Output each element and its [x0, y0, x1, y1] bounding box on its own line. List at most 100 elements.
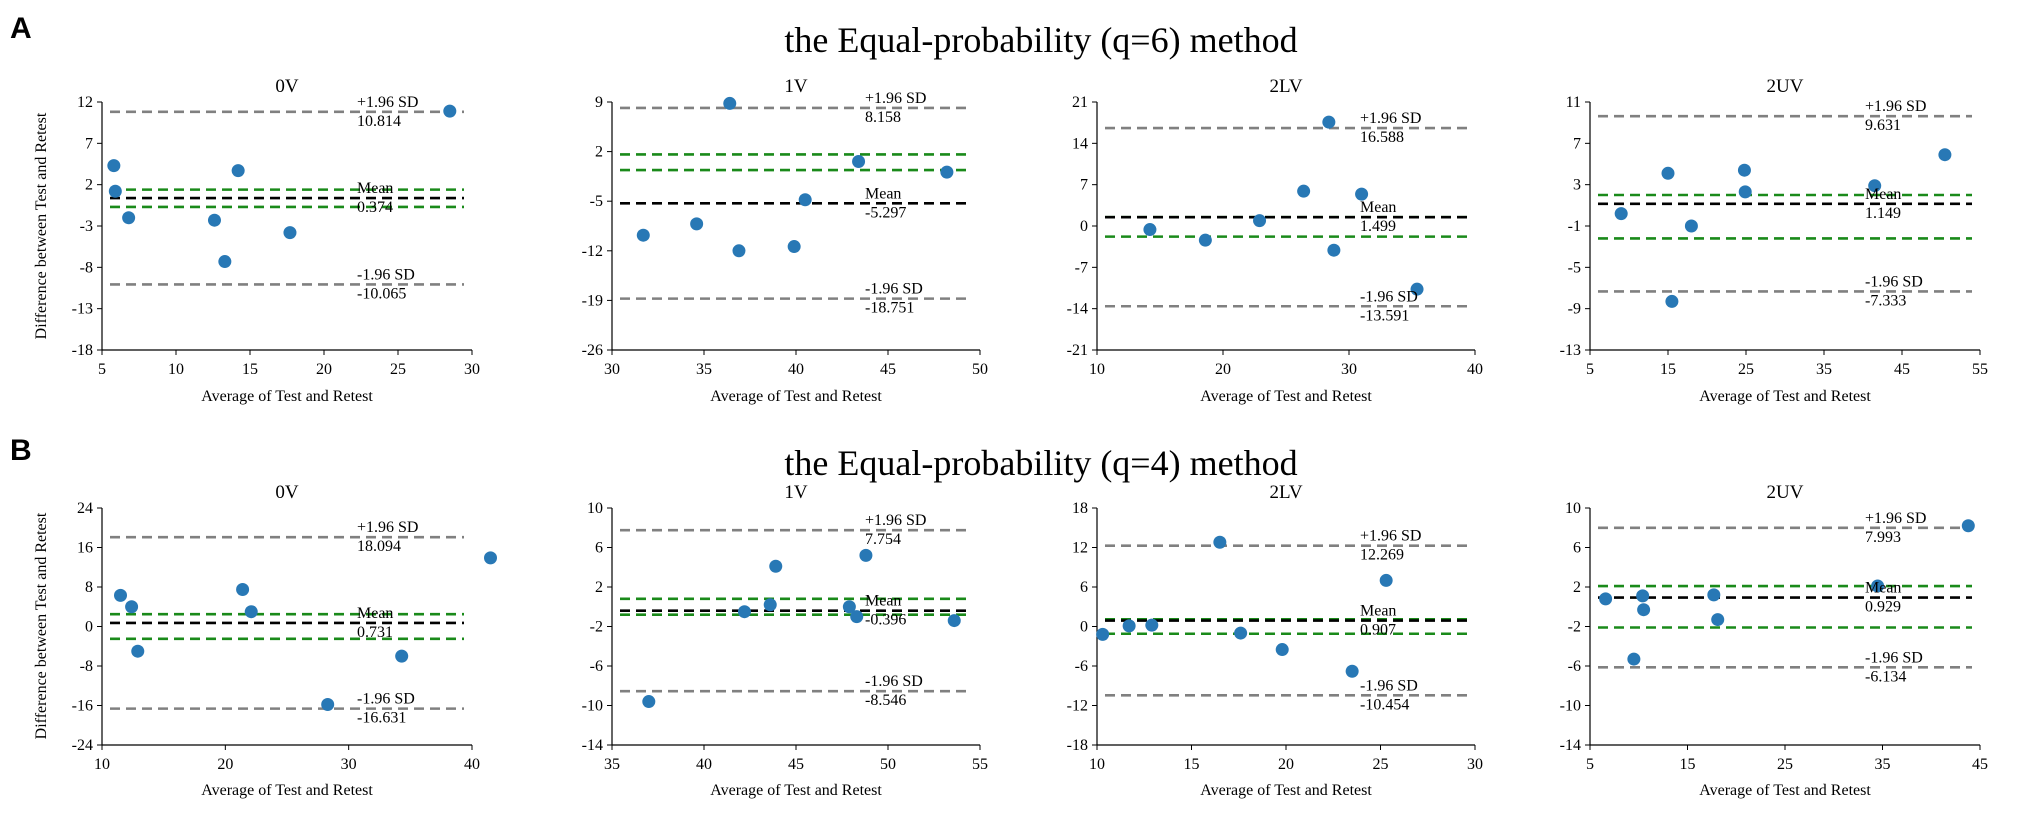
- mean-value: -5.297: [865, 204, 906, 221]
- lower-loa-value: -7.333: [1865, 292, 1906, 309]
- x-tick-label: 50: [972, 361, 988, 378]
- x-tick-label: 5: [98, 361, 106, 378]
- mean-value: 0.731: [357, 624, 393, 641]
- x-tick-label: 25: [1373, 756, 1389, 773]
- y-tick-label: -26: [582, 342, 603, 359]
- x-axis-label: Average of Test and Retest: [710, 782, 882, 799]
- y-tick-label: 2: [1573, 579, 1581, 596]
- data-point: [236, 582, 250, 596]
- data-point: [769, 559, 783, 573]
- row-title: the Equal-probability (q=6) method: [784, 20, 1297, 60]
- mean-label: Mean: [1360, 199, 1396, 216]
- x-tick-label: 30: [1467, 756, 1483, 773]
- data-point: [1637, 603, 1651, 617]
- y-tick-label: -12: [582, 243, 603, 260]
- data-point: [737, 605, 751, 619]
- x-axis-label: Average of Test and Retest: [710, 388, 882, 405]
- x-axis-label: Average of Test and Retest: [1200, 782, 1372, 799]
- y-axis-label: Difference between Test and Retest: [33, 512, 50, 739]
- y-tick-label: 6: [595, 540, 603, 557]
- y-tick-label: -8: [80, 259, 93, 276]
- y-tick-label: -2: [590, 619, 603, 636]
- data-point: [443, 104, 457, 118]
- y-tick-label: -1: [1568, 218, 1581, 235]
- y-tick-label: -10: [582, 698, 603, 715]
- data-point: [1253, 214, 1267, 228]
- data-point: [1143, 223, 1157, 237]
- y-tick-label: -5: [590, 193, 603, 210]
- mean-value: 1.499: [1360, 218, 1396, 235]
- mean-label: Mean: [1865, 580, 1901, 597]
- x-tick-label: 5: [1586, 756, 1594, 773]
- y-tick-label: 0: [1080, 218, 1088, 235]
- data-point: [850, 610, 864, 624]
- data-point: [321, 698, 335, 712]
- data-point: [1627, 652, 1641, 666]
- subplot-title: 2LV: [1269, 482, 1302, 503]
- y-tick-label: 21: [1072, 94, 1088, 111]
- x-tick-label: 30: [464, 361, 480, 378]
- lower-loa-label: -1.96 SD: [865, 673, 923, 690]
- y-tick-label: 6: [1080, 579, 1088, 596]
- lower-loa-value: -18.751: [865, 300, 914, 317]
- data-point: [395, 649, 409, 663]
- y-tick-label: -16: [72, 698, 93, 715]
- y-tick-label: -12: [1067, 698, 1088, 715]
- mean-label: Mean: [865, 185, 901, 202]
- data-point: [122, 211, 136, 225]
- data-point: [1145, 618, 1159, 632]
- data-point: [1410, 282, 1424, 296]
- mean-label: Mean: [1360, 603, 1396, 620]
- data-point: [1327, 243, 1341, 257]
- x-tick-label: 40: [696, 756, 712, 773]
- y-tick-label: -24: [72, 737, 93, 754]
- y-tick-label: 6: [1573, 540, 1581, 557]
- y-tick-label: 14: [1072, 135, 1088, 152]
- subplot-A-2UV: 2UV 11 7 3 -1 -5 -9 -13 5 15 25 35 45 55 Average of Te…: [1560, 76, 1988, 405]
- y-tick-label: 0: [85, 619, 93, 636]
- mean-label: Mean: [1865, 186, 1901, 203]
- subplot-title: 2UV: [1767, 76, 1804, 97]
- y-tick-label: 8: [85, 579, 93, 596]
- y-tick-label: -6: [590, 658, 603, 675]
- subplot-title: 2LV: [1269, 76, 1302, 97]
- x-tick-label: 25: [390, 361, 406, 378]
- x-tick-label: 10: [1089, 361, 1105, 378]
- mean-value: 0.374: [357, 199, 393, 216]
- data-point: [1096, 627, 1110, 641]
- lower-loa-label: -1.96 SD: [865, 281, 923, 298]
- lower-loa-label: -1.96 SD: [357, 691, 415, 708]
- data-point: [732, 244, 746, 258]
- upper-loa-value: 7.993: [1865, 529, 1901, 546]
- y-tick-label: -5: [1568, 259, 1581, 276]
- mean-value: 0.929: [1865, 599, 1901, 616]
- data-point: [244, 605, 258, 619]
- data-point: [798, 193, 812, 207]
- subplot-title: 0V: [275, 482, 299, 503]
- data-point: [1738, 185, 1752, 199]
- lower-loa-label: -1.96 SD: [1360, 288, 1418, 305]
- data-point: [131, 644, 145, 658]
- x-tick-label: 15: [242, 361, 258, 378]
- y-tick-label: -19: [582, 292, 603, 309]
- y-tick-label: 9: [595, 94, 603, 111]
- data-point: [1737, 163, 1751, 177]
- lower-loa-value: -6.134: [1865, 668, 1906, 685]
- data-point: [642, 695, 656, 709]
- x-tick-label: 40: [1467, 361, 1483, 378]
- mean-label: Mean: [865, 593, 901, 610]
- y-tick-label: 18: [1072, 500, 1088, 517]
- upper-loa-label: +1.96 SD: [865, 90, 926, 107]
- data-point: [231, 164, 245, 178]
- data-point: [1661, 166, 1675, 180]
- data-point: [940, 165, 954, 179]
- subplot-title: 0V: [275, 76, 299, 97]
- x-tick-label: 20: [1215, 361, 1231, 378]
- data-point: [1614, 207, 1628, 221]
- data-point: [207, 213, 221, 227]
